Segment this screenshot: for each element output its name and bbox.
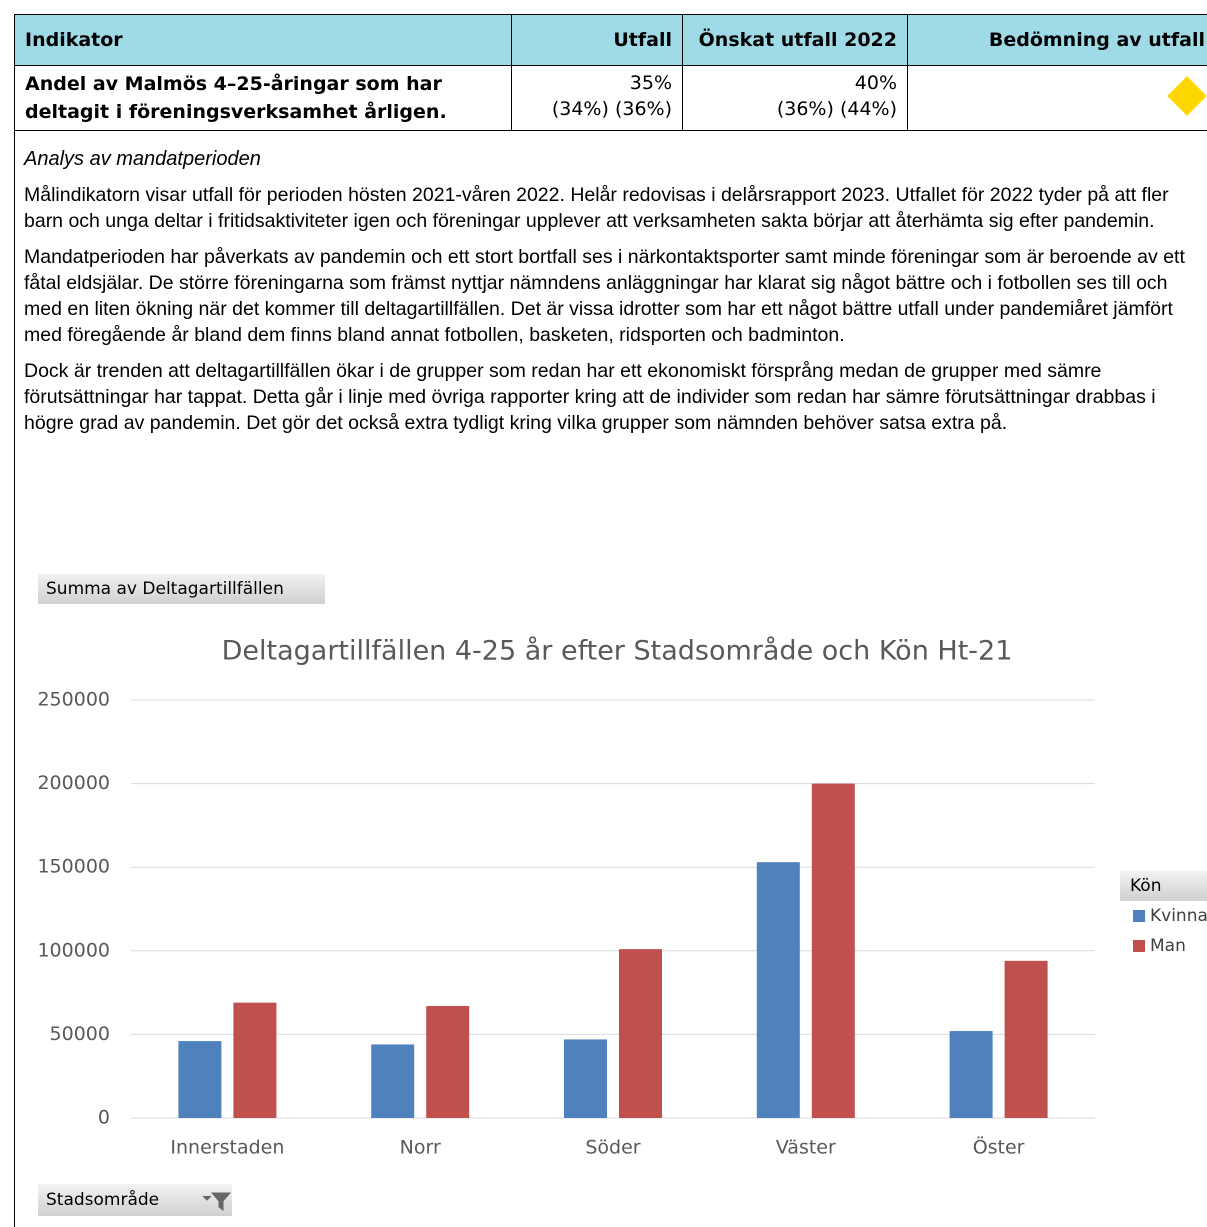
legend-title: Kön (1130, 876, 1161, 896)
analysis-heading: Analys av mandatperioden (24, 148, 261, 170)
paragraph: Mandatperioden har påverkats av pandemin… (24, 246, 1185, 346)
y-tick-label: 250000 (37, 689, 110, 711)
legend-label: Man (1150, 936, 1186, 956)
value: 35% (629, 72, 672, 94)
bar (811, 783, 855, 1118)
value-range: (36%) (44%) (776, 98, 897, 120)
y-tick-label: 100000 (37, 939, 110, 961)
paragraph: Dock är trenden att deltagartillfällen ö… (24, 360, 1156, 434)
legend-label: Kvinna (1150, 906, 1207, 926)
y-tick-label: 50000 (50, 1023, 110, 1045)
bar (1004, 960, 1048, 1118)
bar (949, 1031, 993, 1118)
y-tick-label: 150000 (37, 856, 110, 878)
x-tick-label: Öster (973, 1136, 1025, 1159)
header-cell: Önskat utfall 2022 (682, 14, 908, 66)
chart-title: Deltagartillfällen 4-25 år efter Stadsom… (222, 636, 1013, 667)
chart: Summa av Deltagartillfällen Deltagartill… (37, 574, 1207, 1216)
field-button[interactable] (38, 574, 325, 604)
value: 40% (854, 72, 897, 94)
status-diamond (1167, 76, 1207, 116)
data-row: Andel av Malmös 4–25-åringar som har del… (14, 65, 1207, 131)
bar (371, 1044, 415, 1118)
field-button-label: Summa av Deltagartillfällen (46, 579, 284, 599)
y-tick-label: 0 (98, 1107, 110, 1129)
analysis: Analys av mandatperioden Målindikatorn v… (24, 146, 1194, 446)
value-cell: 35% (34%) (36%) (511, 65, 683, 131)
legend-swatch (1133, 940, 1145, 952)
header-cell: Bedömning av utfall (907, 14, 1207, 66)
x-tick-label: Väster (776, 1137, 836, 1159)
x-tick-label: Söder (585, 1137, 640, 1159)
x-tick-label: Innerstaden (170, 1137, 284, 1159)
filter-icon (202, 1192, 232, 1211)
value-range: (34%) (36%) (551, 98, 672, 120)
x-tick-label: Norr (400, 1137, 441, 1159)
bar (178, 1041, 222, 1118)
bar (756, 862, 800, 1118)
value-cell: 40% (36%) (44%) (682, 65, 908, 131)
header-cell: Utfall (511, 14, 683, 66)
header-cell: Indikator (14, 14, 512, 66)
header-row: Indikator Utfall Önskat utfall 2022 Bedö… (14, 14, 1207, 66)
bar (619, 949, 662, 1118)
bar (426, 1005, 470, 1118)
field-button-label: Stadsområde (46, 1189, 159, 1210)
assessment-cell (907, 65, 1207, 131)
bar (233, 1002, 277, 1118)
legend-swatch (1133, 910, 1145, 922)
legend-button[interactable] (1120, 871, 1207, 901)
paragraph: Målindikatorn visar utfall för perioden … (24, 184, 1169, 232)
field-button[interactable] (38, 1184, 232, 1216)
bar (564, 1039, 607, 1118)
indicator-table: Indikator Utfall Önskat utfall 2022 Bedö… (14, 14, 1207, 131)
y-tick-label: 200000 (37, 772, 110, 794)
indicator-cell: Andel av Malmös 4–25-åringar som har del… (14, 65, 512, 131)
